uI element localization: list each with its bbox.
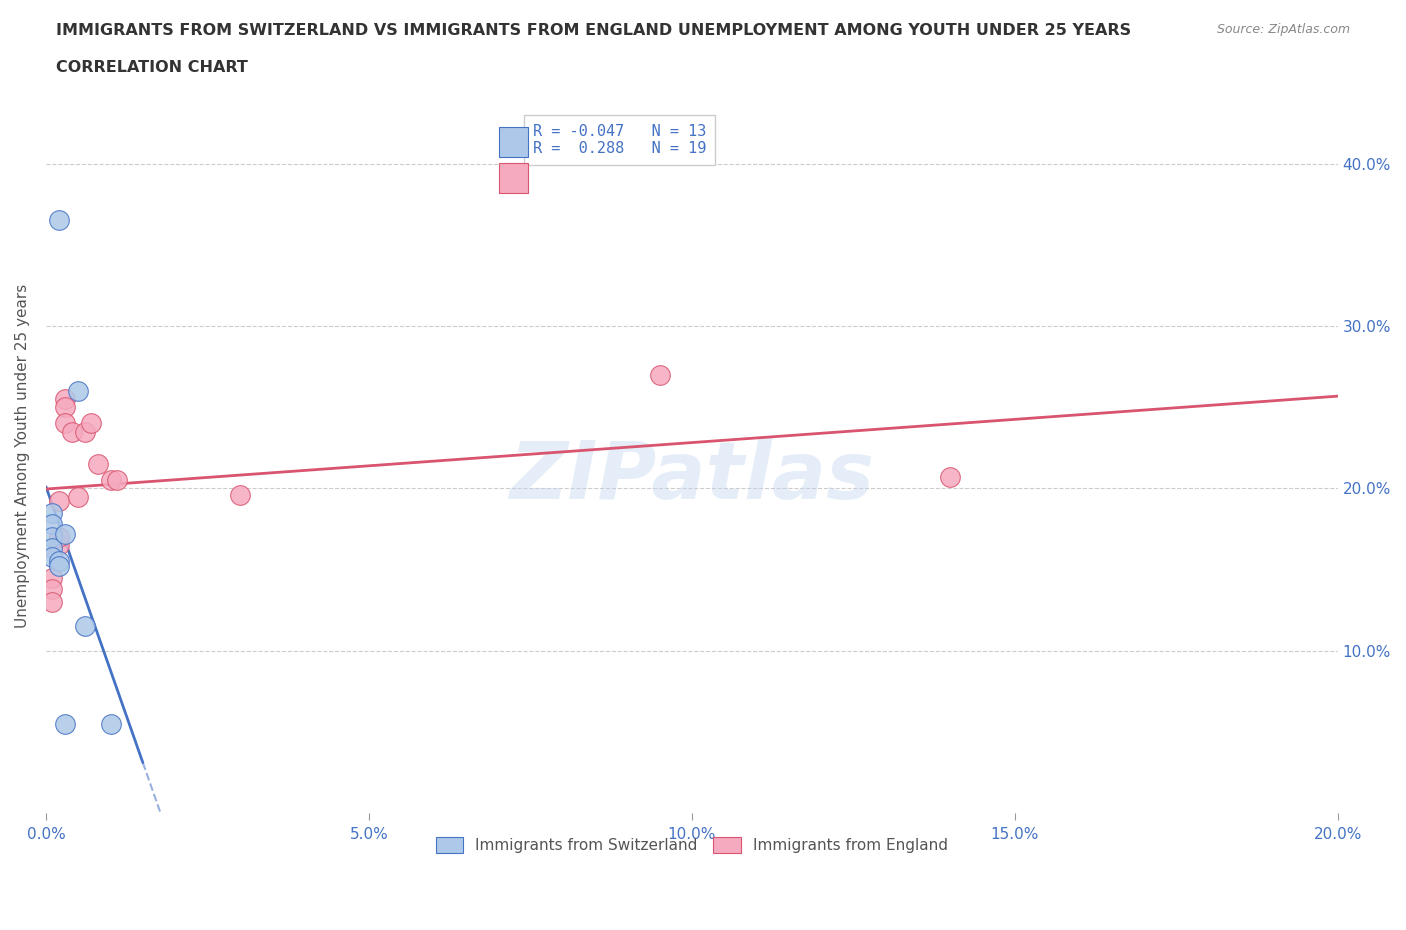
Point: [41, 581, 63, 596]
FancyBboxPatch shape: [499, 127, 527, 157]
Point: [60, 424, 83, 439]
Point: [48, 530, 70, 545]
Point: [73, 424, 96, 439]
Point: [41, 570, 63, 585]
Text: ZIPatlas: ZIPatlas: [509, 438, 875, 516]
Point: [53, 416, 76, 431]
Point: [939, 470, 962, 485]
Point: [48, 213, 70, 228]
Point: [648, 367, 671, 382]
Point: [67, 383, 90, 398]
Point: [53, 400, 76, 415]
Point: [73, 619, 96, 634]
Point: [41, 517, 63, 532]
Point: [41, 505, 63, 520]
Point: [41, 530, 63, 545]
Text: IMMIGRANTS FROM SWITZERLAND VS IMMIGRANTS FROM ENGLAND UNEMPLOYMENT AMONG YOUTH : IMMIGRANTS FROM SWITZERLAND VS IMMIGRANT…: [56, 23, 1132, 38]
Text: Source: ZipAtlas.com: Source: ZipAtlas.com: [1216, 23, 1350, 36]
Y-axis label: Unemployment Among Youth under 25 years: Unemployment Among Youth under 25 years: [15, 284, 30, 628]
Point: [80, 416, 103, 431]
Point: [100, 472, 122, 487]
Point: [48, 494, 70, 509]
Point: [53, 716, 76, 731]
Point: [53, 526, 76, 541]
Point: [41, 541, 63, 556]
FancyBboxPatch shape: [499, 163, 527, 193]
Point: [48, 554, 70, 569]
Point: [67, 489, 90, 504]
Point: [41, 549, 63, 564]
Point: [53, 392, 76, 406]
Point: [100, 716, 122, 731]
Point: [48, 538, 70, 552]
Point: [86, 457, 108, 472]
Text: R = -0.047   N = 13
R =  0.288   N = 19: R = -0.047 N = 13 R = 0.288 N = 19: [533, 124, 706, 156]
Legend: Immigrants from Switzerland, Immigrants from England: Immigrants from Switzerland, Immigrants …: [430, 830, 953, 859]
Point: [228, 487, 250, 502]
Point: [41, 594, 63, 609]
Point: [48, 559, 70, 574]
Point: [105, 472, 128, 487]
Text: CORRELATION CHART: CORRELATION CHART: [56, 60, 247, 75]
